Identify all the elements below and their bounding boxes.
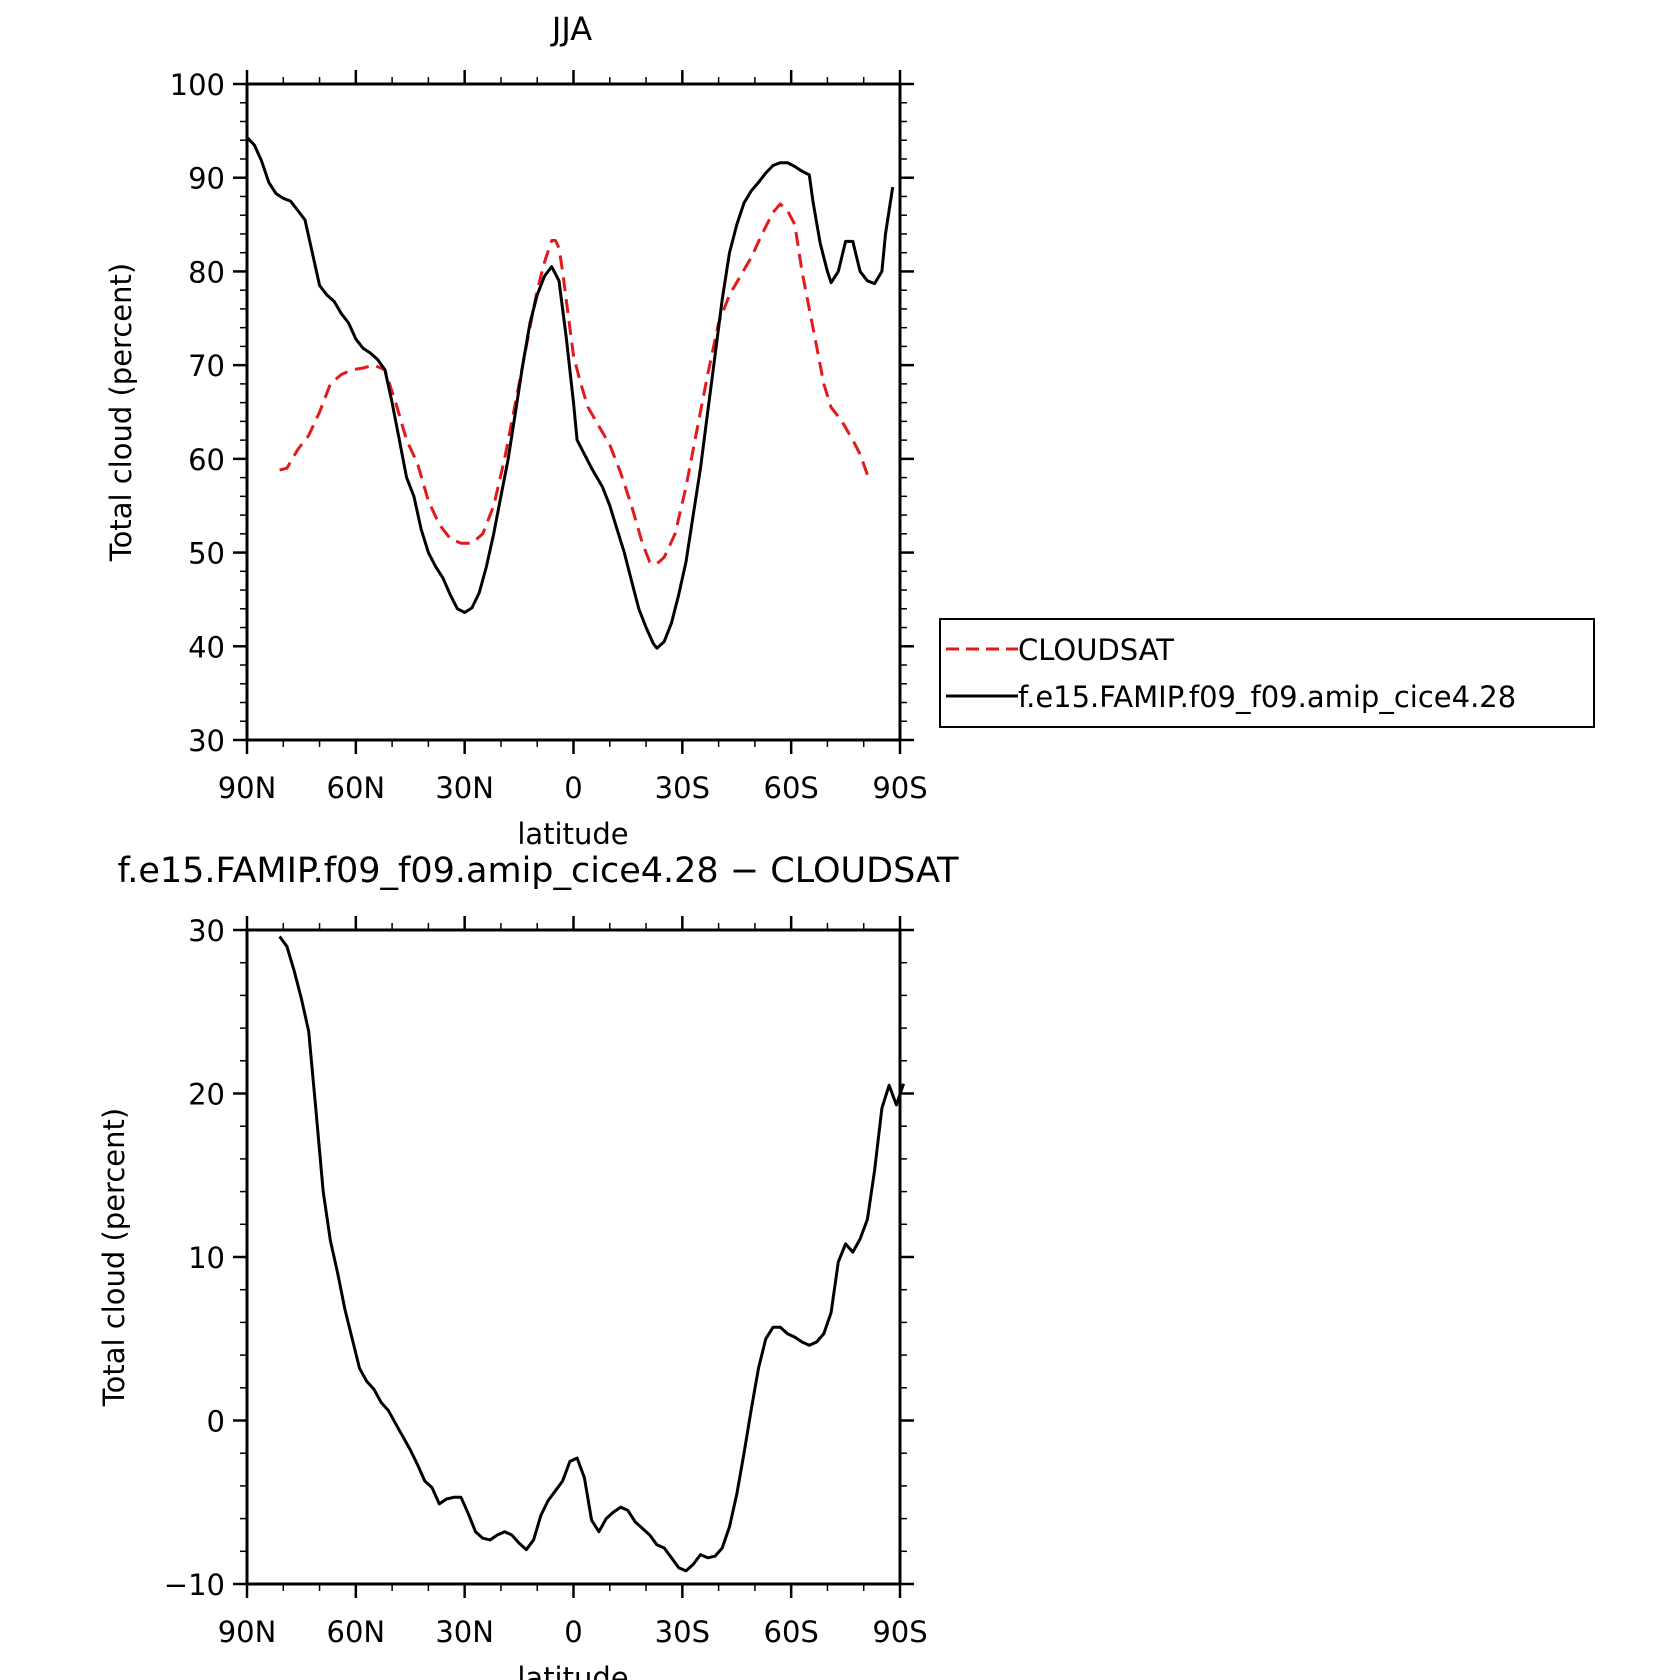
x-tick-label: 90N xyxy=(218,1615,277,1649)
y-tick-label: 90 xyxy=(188,162,225,196)
chart-title: f.e15.FAMIP.f09_f09.amip_cice4.28 − CLOU… xyxy=(117,851,959,891)
series-line-0 xyxy=(279,202,869,566)
y-tick-label: 30 xyxy=(188,914,225,948)
x-axis-label: latitude xyxy=(517,1661,628,1680)
x-tick-label: 90S xyxy=(872,771,927,805)
plot-frame xyxy=(245,928,902,1586)
y-tick-label: −10 xyxy=(164,1568,225,1602)
x-tick-label: 0 xyxy=(564,771,582,805)
chart-title: JJA xyxy=(550,10,592,48)
x-tick-label: 90N xyxy=(218,771,277,805)
x-tick-label: 60N xyxy=(327,771,386,805)
x-tick-label: 30N xyxy=(435,1615,494,1649)
series-line-1 xyxy=(245,136,895,650)
y-axis-label: Total cloud (percent) xyxy=(97,1108,131,1407)
y-tick-labels: −10 0 10 20 30 xyxy=(164,914,225,1602)
legend-label-cloudsat: CLOUDSAT xyxy=(1018,633,1174,667)
tick-marks xyxy=(233,916,914,1598)
y-tick-label: 70 xyxy=(188,349,225,383)
x-tick-label: 60S xyxy=(764,771,819,805)
y-tick-label: 100 xyxy=(170,68,225,102)
x-axis-label: latitude xyxy=(517,817,628,851)
x-tick-label: 0 xyxy=(564,1615,582,1649)
tick-marks xyxy=(233,70,914,754)
y-tick-label: 80 xyxy=(188,255,225,289)
x-tick-label: 30S xyxy=(655,771,710,805)
y-tick-label: 20 xyxy=(188,1078,225,1112)
x-tick-labels: 90N 60N 30N 0 30S 60S 90S xyxy=(218,1615,928,1649)
series-line-0 xyxy=(278,935,906,1573)
x-tick-labels: 90N 60N 30N 0 30S 60S 90S xyxy=(218,771,928,805)
y-tick-label: 10 xyxy=(188,1241,225,1275)
bottom-panel: f.e15.FAMIP.f09_f09.amip_cice4.28 − CLOU… xyxy=(97,851,959,1680)
legend-label-model: f.e15.FAMIP.f09_f09.amip_cice4.28 xyxy=(1018,680,1516,714)
y-tick-label: 0 xyxy=(207,1405,225,1439)
x-tick-label: 60S xyxy=(764,1615,819,1649)
y-tick-label: 30 xyxy=(188,724,225,758)
x-tick-label: 30S xyxy=(655,1615,710,1649)
series-group xyxy=(245,136,895,650)
x-tick-label: 60N xyxy=(327,1615,386,1649)
y-tick-label: 50 xyxy=(188,537,225,571)
y-tick-label: 60 xyxy=(188,443,225,477)
legend: CLOUDSAT f.e15.FAMIP.f09_f09.amip_cice4.… xyxy=(939,618,1595,728)
legend-box xyxy=(939,618,1595,728)
y-tick-labels: 30 40 50 60 70 80 90 100 xyxy=(170,68,225,758)
y-tick-label: 40 xyxy=(188,630,225,664)
series-group xyxy=(278,935,906,1573)
x-tick-label: 30N xyxy=(435,771,494,805)
y-axis-label: Total cloud (percent) xyxy=(104,263,138,562)
x-tick-label: 90S xyxy=(872,1615,927,1649)
